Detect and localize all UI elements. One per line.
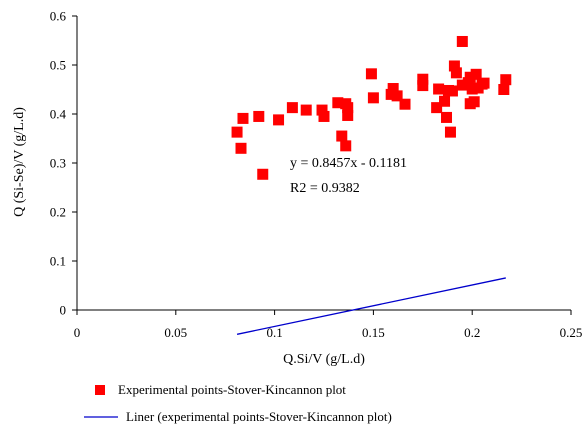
data-point (468, 96, 480, 108)
data-point (235, 142, 247, 154)
y-tick-label: 0.2 (50, 205, 66, 220)
data-point (439, 95, 451, 107)
data-point (342, 109, 354, 121)
data-point (257, 168, 269, 180)
x-tick-label: 0.2 (464, 325, 480, 340)
data-point (340, 140, 352, 152)
data-point (286, 102, 298, 114)
data-point (342, 102, 354, 114)
data-point (441, 111, 453, 123)
data-point (332, 97, 344, 109)
data-point (231, 126, 243, 138)
data-point (367, 92, 379, 104)
data-point (498, 84, 510, 95)
legend-label-experimental-points: Experimental points-Stover-Kincannon plo… (118, 382, 346, 397)
x-axis-ticks: 0 0.05 0.1 0.15 0.2 0.25 (74, 310, 583, 340)
data-point (273, 114, 285, 126)
data-point (387, 83, 399, 95)
data-point (318, 110, 330, 122)
plot-area: 0 0.1 0.2 0.3 0.4 0.5 0.6 0 0.05 0.1 0.15 0.2 0.25 (50, 9, 583, 341)
data-point (456, 79, 468, 91)
data-point (417, 73, 429, 85)
data-point (450, 67, 462, 79)
y-tick-label: 0.3 (50, 156, 66, 171)
data-point (316, 104, 328, 116)
y-axis-ticks: 0 0.1 0.2 0.3 0.4 0.5 0.6 (50, 9, 77, 318)
y-tick-label: 0 (60, 303, 67, 318)
data-point (336, 130, 348, 142)
legend-item-experimental-points: Experimental points-Stover-Kincannon plo… (95, 382, 346, 397)
data-point (417, 80, 429, 92)
x-tick-label: 0 (74, 325, 81, 340)
regression-equation: y = 0.8457x - 0.1181 (290, 156, 407, 171)
data-point (433, 83, 445, 95)
linear-trendline (236, 277, 506, 335)
data-point (431, 102, 443, 114)
y-tick-label: 0.4 (50, 107, 67, 122)
x-tick-label: 0.25 (560, 325, 583, 340)
y-tick-label: 0.1 (50, 254, 66, 269)
legend: Experimental points-Stover-Kincannon plo… (84, 382, 392, 424)
data-point (446, 85, 458, 97)
x-axis-title: Q.Si/V (g/L.d) (283, 352, 365, 367)
data-point (399, 98, 411, 110)
data-point (253, 110, 265, 122)
data-point (300, 104, 312, 116)
data-point (470, 68, 482, 80)
legend-square-marker-icon (95, 385, 105, 395)
y-axis-title: Q (Si-Se)/V (g/L.d) (12, 107, 27, 217)
data-point (466, 83, 478, 95)
data-point (500, 74, 512, 86)
data-point (237, 112, 249, 124)
legend-item-linear-fit: Liner (experimental points-Stover-Kincan… (84, 409, 392, 424)
data-points (231, 35, 512, 180)
data-point (444, 126, 456, 138)
legend-label-linear-fit: Liner (experimental points-Stover-Kincan… (126, 409, 392, 424)
x-tick-label: 0.05 (164, 325, 187, 340)
x-tick-label: 0.15 (362, 325, 385, 340)
trendline-layer (236, 277, 506, 335)
data-point (385, 88, 397, 100)
data-point (456, 35, 468, 47)
data-point (391, 90, 403, 102)
y-tick-label: 0.5 (50, 58, 66, 73)
data-point (478, 77, 490, 89)
x-tick-label: 0.1 (266, 325, 282, 340)
data-point (448, 60, 460, 72)
data-point (464, 71, 476, 83)
y-tick-label: 0.6 (50, 9, 67, 24)
data-point (365, 68, 377, 80)
r-squared-label: R2 = 0.9382 (290, 181, 360, 196)
